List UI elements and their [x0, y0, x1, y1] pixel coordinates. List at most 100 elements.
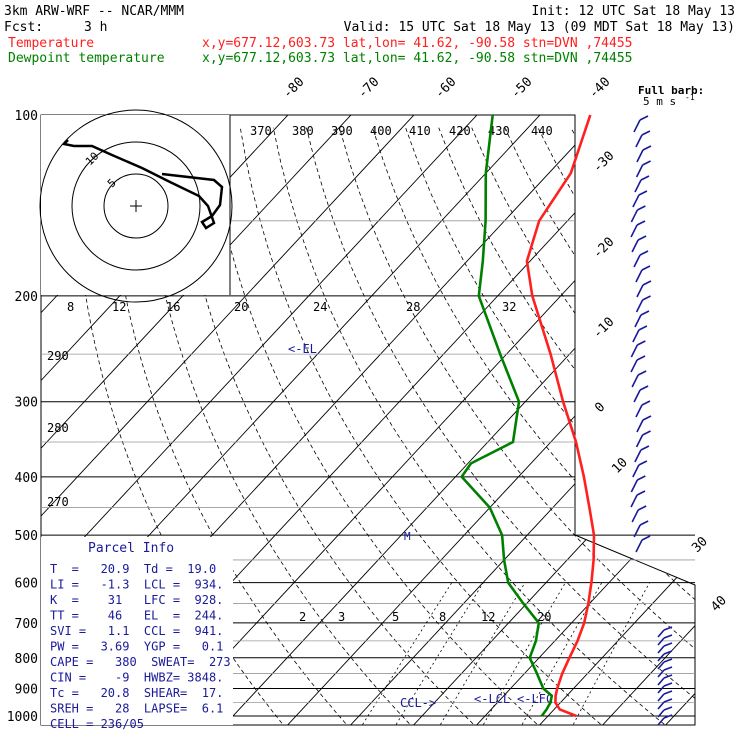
parcel-info-line: CIN = -9 HWBZ= 3848. — [50, 671, 223, 685]
parcel-info-line: SVI = 1.1 CCL = 941. — [50, 624, 223, 638]
theta-label: 410 — [409, 124, 431, 138]
forecast-hour: 3 h — [84, 20, 107, 35]
wind-barb — [635, 295, 651, 313]
isotherm-line — [157, 115, 695, 725]
isotherm-line — [472, 115, 695, 725]
isotherm-label: 30 — [689, 534, 711, 556]
isotherm-line — [41, 115, 440, 725]
isotherm-label: -20 — [590, 235, 617, 262]
wind-barb — [657, 634, 673, 646]
wind-barb — [630, 205, 646, 223]
isotherm-label: -60 — [432, 75, 459, 102]
dry-adiabat — [173, 127, 479, 725]
isotherm-line — [41, 115, 503, 725]
wind-barb — [634, 445, 650, 463]
theta-label: 380 — [292, 124, 314, 138]
pressure-tick-label: 400 — [15, 471, 38, 486]
hodograph-ring — [39, 109, 233, 303]
sounding-traces — [460, 114, 596, 718]
parcel-info-line: CAPE = 380 SWEAT= 273 — [50, 655, 231, 669]
wind-barb — [657, 698, 673, 710]
isotherm-label: -10 — [590, 315, 617, 342]
theta-label: 440 — [531, 124, 553, 138]
wind-barb — [630, 475, 646, 493]
hodograph-speed-label: 20 — [234, 300, 248, 314]
full-barb-unit-exponent: -1 — [685, 93, 695, 102]
pressure-tick-label: 100 — [15, 109, 38, 124]
dry-adiabat — [669, 127, 695, 725]
wind-barb — [636, 280, 652, 298]
mixing-ratio-line — [393, 582, 484, 725]
mixing-ratio-label: 3 — [338, 610, 345, 624]
wind-barb — [634, 310, 650, 328]
dry-adiabat — [603, 127, 695, 725]
dry-adiabat — [107, 127, 351, 725]
wind-barb — [657, 642, 673, 654]
parcel-info-line: K = 31 LFC = 928. — [50, 593, 223, 607]
dry-adiabat — [272, 127, 671, 725]
hodograph-speed-label: 16 — [166, 300, 180, 314]
mixing-ratio-line — [359, 582, 453, 725]
dry-adiabat — [206, 127, 543, 725]
pressure-tick-label: 1000 — [7, 710, 38, 725]
mixing-ratio-label: 5 — [392, 610, 399, 624]
wind-barb — [657, 690, 673, 702]
wind-barb — [635, 400, 651, 418]
isotherm-label: -50 — [508, 75, 535, 102]
wind-barb — [630, 340, 646, 358]
wind-barb — [634, 175, 650, 193]
mixing-ratio-label: 2 — [299, 610, 306, 624]
wind-barb — [633, 520, 649, 538]
melting-level-marker: M — [404, 530, 411, 543]
wind-barb — [631, 370, 647, 388]
wind-barbs — [630, 115, 673, 726]
dry-adiabat — [140, 127, 415, 725]
mixing-ratio-label: 20 — [537, 610, 551, 624]
dry-adiabat — [570, 127, 695, 725]
dewpoint-location: x,y=677.12,603.73 lat,lon= 41.62, -90.58… — [202, 51, 632, 66]
isotherm-label: -80 — [280, 75, 307, 102]
wind-barb — [657, 682, 673, 694]
isotherm-line — [725, 87, 740, 728]
pressure-tick-label: 200 — [15, 290, 38, 305]
hodograph-trace — [61, 139, 224, 230]
theta-label: 270 — [47, 495, 69, 509]
pressure-tick-label: 500 — [15, 529, 38, 544]
pressure-tick-label: 300 — [15, 396, 38, 411]
isotherm-label: -70 — [355, 75, 382, 102]
wind-barb — [636, 145, 652, 163]
hodograph-inset: 5 10 — [39, 109, 233, 303]
parcel-info-line: TT = 46 EL = 244. — [50, 609, 223, 623]
wind-barb — [657, 626, 673, 638]
pressure-tick-label: 800 — [15, 652, 38, 667]
parcel-info-line: CELL = 236/05 — [50, 717, 144, 731]
wind-barb — [631, 235, 647, 253]
mixing-ratio-label: 12 — [481, 610, 495, 624]
dry-adiabat — [636, 127, 695, 725]
temperature-location: x,y=677.12,603.73 lat,lon= 41.62, -90.58… — [202, 36, 632, 51]
wind-barb — [633, 115, 649, 133]
mixing-ratio-line — [570, 582, 650, 725]
model-title: 3km ARW-WRF -- NCAR/MMM — [4, 4, 184, 19]
ccl-marker: CCL-> — [400, 696, 436, 710]
wind-barb — [632, 325, 648, 343]
init-time: Init: 12 UTC Sat 18 May 13 — [532, 4, 736, 19]
isotherm-line — [346, 115, 695, 725]
theta-label: 390 — [331, 124, 353, 138]
parcel-info-line: SREH = 28 LAPSE= 6.1 — [50, 702, 223, 716]
isotherm-label: -40 — [586, 75, 613, 102]
dry-adiabat — [703, 128, 740, 729]
wind-barb — [630, 490, 646, 508]
dry-adiabat — [438, 127, 695, 725]
isotherm-line — [598, 115, 695, 725]
theta-label: 400 — [370, 124, 392, 138]
wind-barb — [635, 130, 651, 148]
wind-barb — [631, 505, 647, 523]
wind-barb — [657, 714, 673, 726]
wind-barb — [657, 706, 673, 718]
pressure-tick-label: 700 — [15, 617, 38, 632]
parcel-info-title: Parcel Info — [88, 541, 174, 556]
parcel-info-box: Parcel Info T = 20.9 Td = 19.0 LI = -1.3 … — [41, 537, 233, 731]
hodograph-speed-label: 28 — [406, 300, 420, 314]
isotherm-line — [661, 115, 695, 725]
